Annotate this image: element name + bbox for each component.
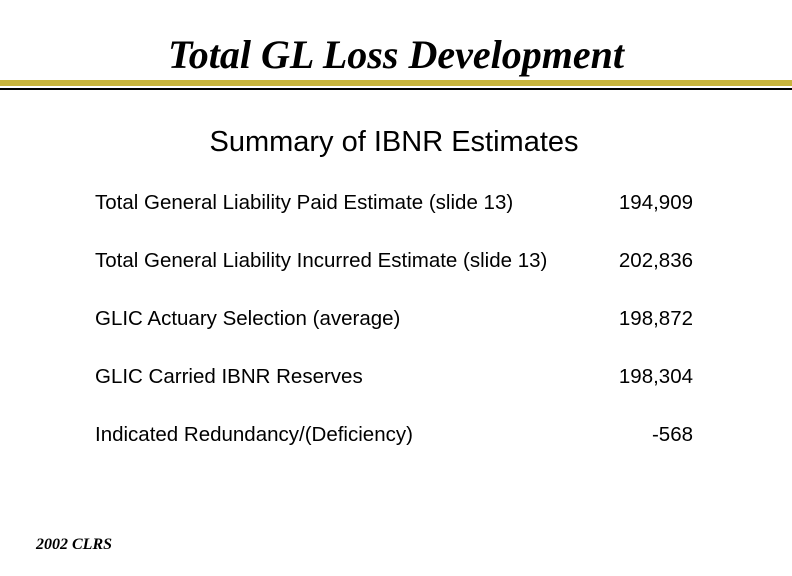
row-value: 194,909 (618, 191, 693, 214)
row-label: Total General Liability Paid Estimate (s… (95, 191, 514, 214)
row-label: GLIC Actuary Selection (average) (95, 307, 401, 330)
title-underline-accent (0, 80, 792, 86)
table-row: GLIC Actuary Selection (average) 198,872 (95, 302, 693, 360)
row-label: GLIC Carried IBNR Reserves (95, 365, 363, 388)
table-row: Total General Liability Incurred Estimat… (95, 244, 693, 302)
ibnr-summary-table: Total General Liability Paid Estimate (s… (95, 186, 693, 476)
row-value: 198,872 (618, 307, 693, 330)
row-value: 202,836 (618, 249, 693, 272)
row-value: -568 (651, 423, 693, 446)
row-label: Total General Liability Incurred Estimat… (95, 249, 548, 272)
title-underline-rule (0, 88, 792, 90)
row-label: Indicated Redundancy/(Deficiency) (95, 423, 413, 446)
row-value: 198,304 (618, 365, 693, 388)
footer-text: 2002 CLRS (36, 536, 113, 553)
slide-title: Total GL Loss Development (168, 32, 624, 77)
table-row: GLIC Carried IBNR Reserves 198,304 (95, 360, 693, 418)
table-row: Total General Liability Paid Estimate (s… (95, 186, 693, 244)
section-heading: Summary of IBNR Estimates (209, 126, 579, 158)
table-row: Indicated Redundancy/(Deficiency) -568 (95, 418, 693, 476)
